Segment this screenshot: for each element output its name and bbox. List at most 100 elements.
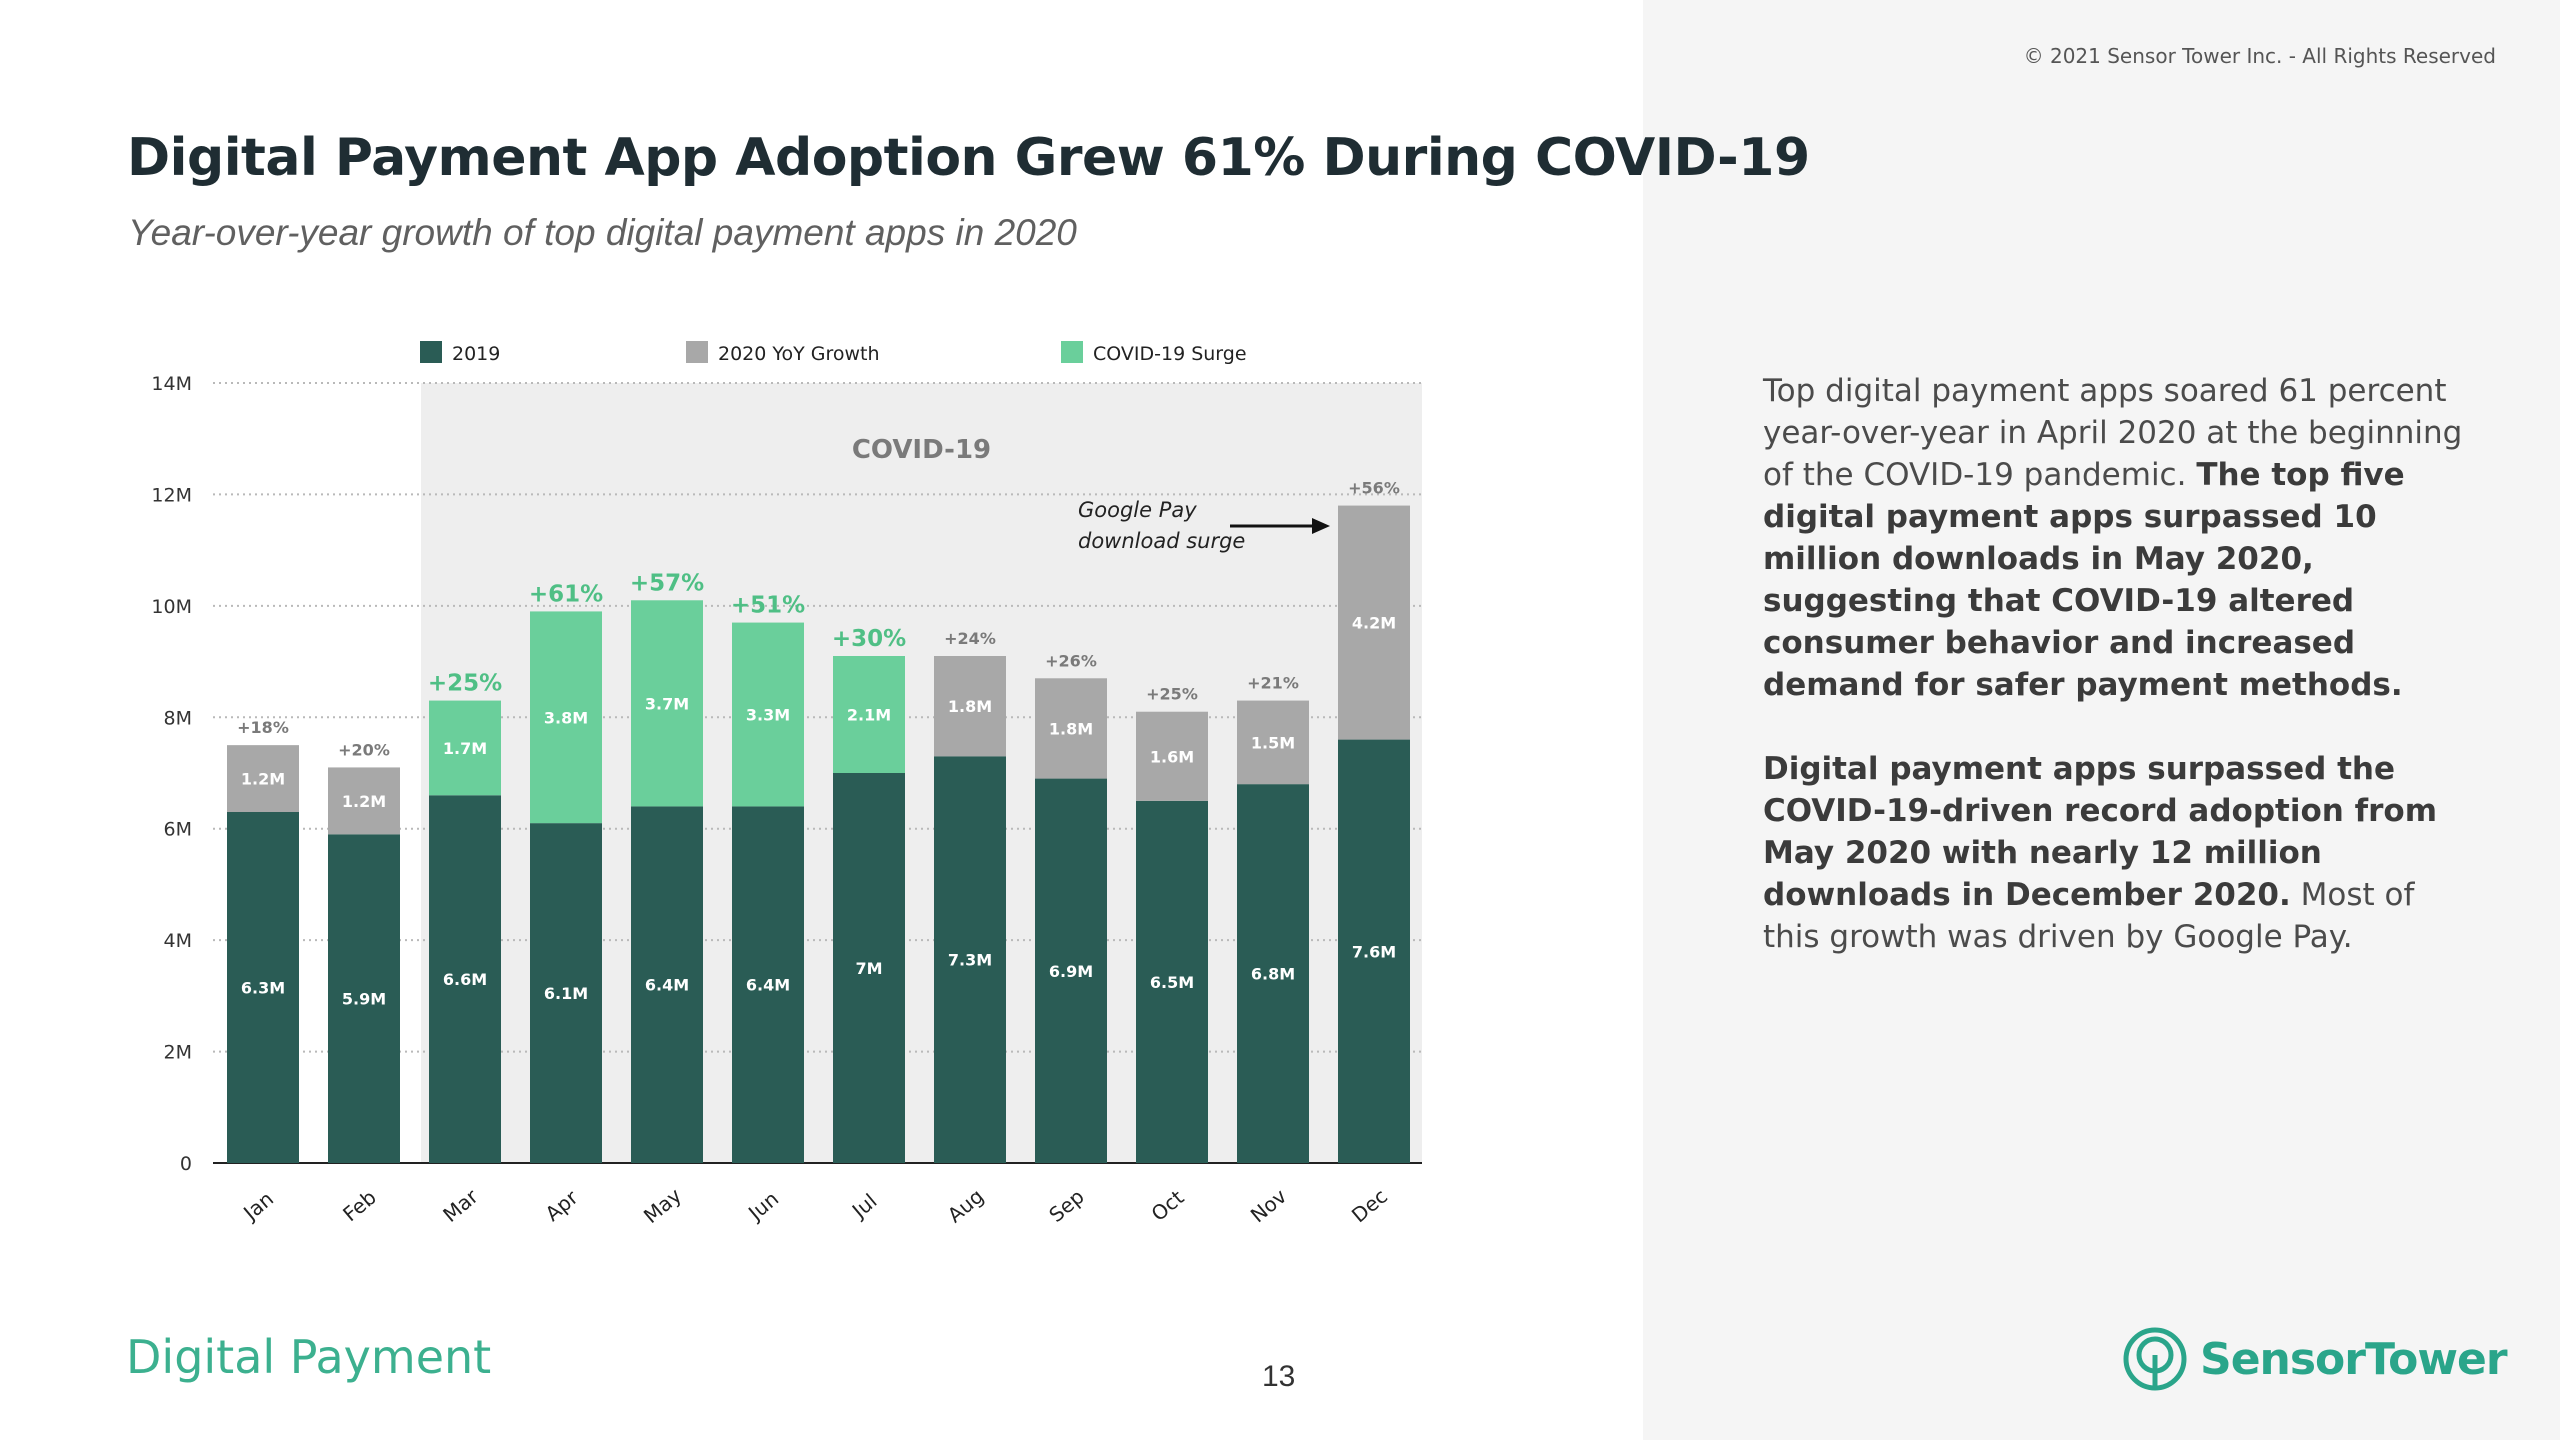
covid-band-label: COVID-19: [852, 435, 991, 465]
bar-covid-surge: [631, 600, 703, 807]
x-tick-label: Dec: [1347, 1184, 1392, 1227]
description-paragraph-1: Top digital payment apps soared 61 perce…: [1763, 370, 2463, 706]
description-paragraph-2: Digital payment apps surpassed the COVID…: [1763, 748, 2463, 958]
bar-yoy-growth: [328, 767, 400, 835]
bar-value-label: 6.4M: [645, 976, 689, 995]
bar-value-label: 6.5M: [1150, 973, 1194, 992]
growth-pct-label: +61%: [529, 581, 603, 607]
bar-value-label: 3.8M: [544, 708, 588, 727]
bar-2019: [833, 773, 905, 1163]
bar-covid-surge: [530, 611, 602, 824]
bar-yoy-growth: [934, 656, 1006, 757]
bar-value-label: 3.7M: [645, 694, 689, 713]
bar-value-label: 6.1M: [544, 984, 588, 1003]
legend-swatch: [420, 341, 442, 363]
bar-2019: [227, 812, 299, 1163]
bar-covid-surge: [833, 656, 905, 773]
bar-value-label: 1.8M: [948, 697, 992, 716]
legend-swatch: [1061, 341, 1083, 363]
x-tick-label: Oct: [1147, 1185, 1189, 1226]
annotation-arrowhead: [1312, 518, 1330, 534]
growth-pct-label: +26%: [1045, 651, 1097, 670]
growth-pct-label: +24%: [944, 629, 996, 648]
legend-label: 2019: [452, 343, 500, 365]
bar-yoy-growth: [1237, 700, 1309, 785]
bar-2019: [530, 823, 602, 1163]
y-tick-label: 4M: [164, 930, 192, 952]
annotation-text: Google Pay: [1078, 498, 1197, 522]
bar-value-label: 1.7M: [443, 739, 487, 758]
y-tick-label: 2M: [164, 1042, 192, 1064]
bar-2019: [1136, 800, 1208, 1163]
annotation-text: download surge: [1078, 529, 1245, 553]
brand-logo: SensorTower: [2122, 1326, 2508, 1392]
x-tick-label: Aug: [943, 1184, 988, 1227]
description: Top digital payment apps soared 61 perce…: [1763, 370, 2463, 1000]
bar-value-label: 1.6M: [1150, 747, 1194, 766]
bar-value-label: 1.2M: [241, 770, 285, 789]
y-tick-label: 14M: [151, 373, 192, 395]
bar-2019: [1338, 739, 1410, 1163]
y-tick-label: 0: [180, 1153, 192, 1175]
legend-label: COVID-19 Surge: [1093, 343, 1247, 365]
bar-covid-surge: [732, 622, 804, 807]
bar-yoy-growth: [1035, 678, 1107, 779]
x-tick-label: Mar: [438, 1184, 483, 1227]
growth-pct-label: +25%: [1146, 685, 1198, 704]
x-tick-label: Apr: [541, 1185, 584, 1226]
growth-pct-label: +20%: [338, 740, 390, 759]
bar-value-label: 5.9M: [342, 990, 386, 1009]
p1-bold: The top five digital payment apps surpas…: [1763, 457, 2405, 703]
bar-2019: [1035, 778, 1107, 1163]
bar-value-label: 3.3M: [746, 706, 790, 725]
bar-value-label: 7.6M: [1352, 942, 1396, 961]
bar-value-label: 1.8M: [1049, 719, 1093, 738]
bar-yoy-growth: [1136, 711, 1208, 801]
bar-2019: [732, 806, 804, 1163]
x-tick-label: Nov: [1246, 1184, 1291, 1228]
legend-swatch: [686, 341, 708, 363]
bar-yoy-growth: [1338, 505, 1410, 740]
bar-value-label: 6.6M: [443, 970, 487, 989]
p1-plain: Top digital payment apps soared 61 perce…: [1763, 373, 2463, 493]
brand-name: SensorTower: [2200, 1333, 2508, 1385]
bar-value-label: 6.8M: [1251, 965, 1295, 984]
bar-value-label: 6.4M: [746, 976, 790, 995]
growth-pct-label: +56%: [1348, 479, 1400, 498]
copyright-text: © 2021 Sensor Tower Inc. - All Rights Re…: [2023, 44, 2496, 68]
y-tick-label: 12M: [151, 484, 192, 506]
bar-value-label: 7M: [855, 959, 882, 978]
page-number: 13: [1262, 1360, 1296, 1393]
growth-pct-label: +30%: [832, 626, 906, 652]
bar-value-label: 4.2M: [1352, 614, 1396, 633]
page-subtitle: Year-over-year growth of top digital pay…: [128, 212, 1077, 253]
growth-pct-label: +57%: [630, 570, 704, 596]
bar-value-label: 6.3M: [241, 979, 285, 998]
y-tick-label: 10M: [151, 596, 192, 618]
stacked-bar-chart: COVID-19 0 2M 4M 6M 8M 10M 12M 14M 2019 2020 YoY G…: [151, 341, 1422, 1228]
x-tick-label: Feb: [338, 1185, 381, 1226]
p2-bold: Digital payment apps surpassed the COVID…: [1763, 751, 2438, 913]
section-label: Digital Payment: [126, 1330, 492, 1384]
sensor-tower-icon: [2123, 1327, 2187, 1391]
y-tick-label: 6M: [164, 819, 192, 841]
bar-value-label: 2.1M: [847, 706, 891, 725]
x-tick-label: Sep: [1044, 1184, 1088, 1227]
growth-pct-label: +21%: [1247, 674, 1299, 693]
bar-2019: [631, 806, 703, 1163]
bar-2019: [1237, 784, 1309, 1163]
y-tick-label: 8M: [164, 707, 192, 729]
x-tick-label: Jan: [237, 1187, 278, 1226]
bar-value-label: 7.3M: [948, 951, 992, 970]
legend-label: 2020 YoY Growth: [718, 343, 880, 365]
page-title: Digital Payment App Adoption Grew 61% Du…: [127, 128, 1810, 188]
bar-yoy-growth: [227, 745, 299, 812]
right-panel: [1643, 0, 2560, 1440]
growth-pct-label: +18%: [237, 718, 289, 737]
growth-pct-label: +51%: [731, 593, 805, 619]
bar-covid-surge: [429, 700, 501, 796]
bar-2019: [328, 834, 400, 1163]
bar-2019: [934, 756, 1006, 1163]
p2-plain: Most of this growth was driven by Google…: [1763, 877, 2415, 955]
bar-value-label: 6.9M: [1049, 962, 1093, 981]
